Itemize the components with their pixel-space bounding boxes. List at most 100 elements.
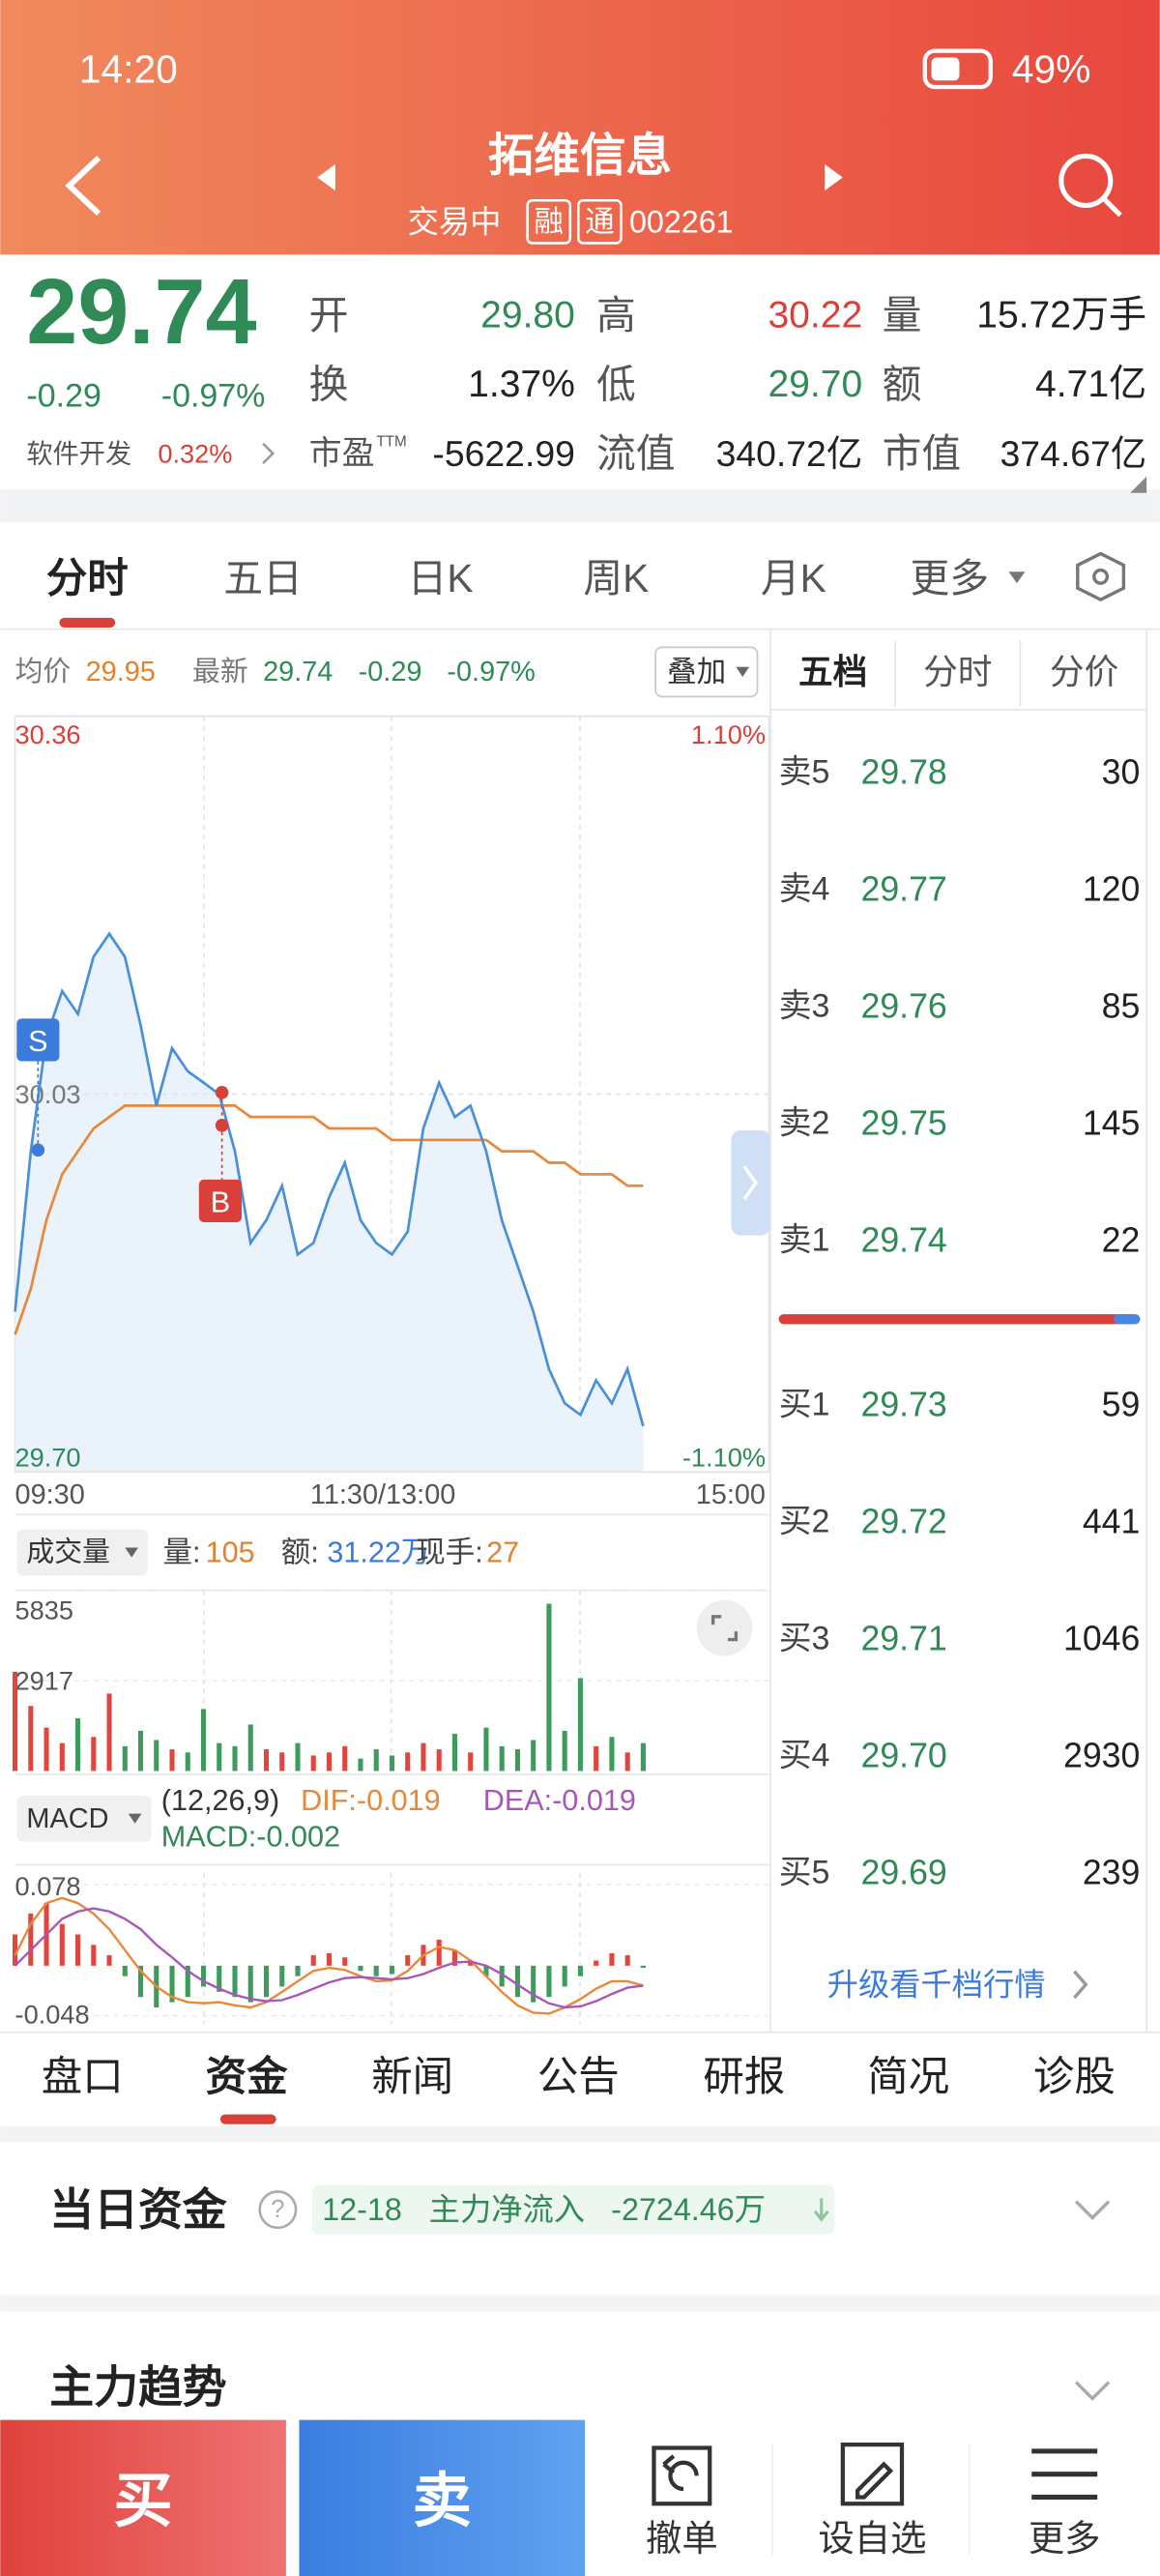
volume-bar bbox=[640, 1742, 646, 1771]
sector-change: 0.32% bbox=[158, 438, 232, 468]
side-handle[interactable] bbox=[731, 1129, 771, 1236]
volume-bar bbox=[531, 1740, 536, 1771]
chart-tab[interactable]: 分时 bbox=[46, 556, 129, 601]
overlay-label[interactable]: 叠加 bbox=[667, 656, 726, 688]
detail-tab[interactable]: 公告 bbox=[537, 2054, 620, 2099]
book-qty: 59 bbox=[1102, 1386, 1141, 1424]
book-level: 卖3 bbox=[779, 987, 830, 1024]
macd-bar bbox=[326, 1952, 333, 1966]
help-icon[interactable] bbox=[258, 2190, 298, 2230]
chart-tab[interactable]: 周K bbox=[583, 556, 649, 600]
book-qty: 1046 bbox=[1063, 1620, 1140, 1658]
latest-price: 29.74 bbox=[263, 657, 333, 688]
chevron bbox=[262, 442, 276, 465]
y2-tick-label: 1.10% bbox=[691, 719, 766, 749]
volume-bar bbox=[609, 1737, 615, 1771]
expand-icon bbox=[727, 1631, 739, 1642]
detail-tab[interactable]: 研报 bbox=[703, 2054, 785, 2099]
book-level: 买4 bbox=[779, 1738, 830, 1774]
chevron[interactable] bbox=[1074, 2381, 1111, 2401]
upgrade-link[interactable]: 升级看千档行情 bbox=[827, 1967, 1046, 2002]
book-tab[interactable]: 分时 bbox=[923, 653, 992, 691]
book-tab[interactable]: 分价 bbox=[1050, 653, 1118, 691]
macd-bar bbox=[389, 1965, 395, 1975]
indicator-selector[interactable] bbox=[16, 1795, 152, 1842]
detail-tab[interactable]: 盘口 bbox=[42, 2054, 124, 2099]
macd-bar bbox=[91, 1945, 97, 1966]
macd-bar bbox=[310, 1955, 316, 1966]
detail-tab[interactable]: 资金 bbox=[206, 2054, 288, 2099]
separator bbox=[0, 489, 1160, 523]
expand-button[interactable] bbox=[696, 1599, 753, 1656]
macd-bar bbox=[13, 1934, 18, 1966]
price-line bbox=[14, 931, 645, 1427]
chart-tab[interactable]: 五日 bbox=[223, 556, 303, 600]
settings-icon[interactable] bbox=[1076, 551, 1126, 602]
fund-pill bbox=[312, 2184, 835, 2235]
action-label[interactable]: 设自选 bbox=[818, 2518, 926, 2559]
trade-status: 交易中 bbox=[408, 204, 502, 239]
avg-label: 均价 bbox=[15, 657, 72, 688]
y-tick-label: 0.078 bbox=[15, 1871, 81, 1901]
book-level: 卖1 bbox=[779, 1221, 830, 1258]
action-label[interactable]: 更多 bbox=[1029, 2518, 1101, 2559]
search-button[interactable] bbox=[1058, 153, 1114, 208]
field-label: 额 bbox=[883, 363, 922, 407]
more-icon[interactable] bbox=[1031, 2448, 1098, 2500]
buy-label[interactable]: 买 bbox=[113, 2468, 172, 2533]
macd-bar bbox=[451, 1949, 458, 1966]
detail-tab[interactable]: 新闻 bbox=[371, 2054, 453, 2099]
book-tab[interactable]: 五档 bbox=[798, 653, 867, 691]
macd-bar bbox=[28, 1913, 34, 1966]
macd-value: MACD:-0.002 bbox=[161, 1820, 340, 1853]
stat-value: 27 bbox=[486, 1537, 519, 1569]
book-qty: 22 bbox=[1102, 1220, 1141, 1259]
x-tick-label: 09:30 bbox=[15, 1479, 85, 1510]
book-price: 29.70 bbox=[861, 1737, 947, 1775]
chevron[interactable] bbox=[1074, 2200, 1111, 2221]
field-value: 1.37% bbox=[468, 364, 575, 405]
price-area bbox=[14, 933, 644, 1473]
prev-stock[interactable] bbox=[317, 163, 335, 191]
detail-tab[interactable]: 诊股 bbox=[1033, 2054, 1116, 2099]
buy-button[interactable] bbox=[0, 2419, 286, 2576]
book-price: 29.77 bbox=[861, 869, 947, 908]
field-label-sup: TTM bbox=[376, 434, 406, 451]
macd-bar bbox=[514, 1965, 520, 1998]
separator bbox=[0, 2125, 1160, 2143]
book-price: 29.75 bbox=[861, 1103, 947, 1142]
chart-tab[interactable]: 月K bbox=[761, 556, 826, 600]
book-level: 卖2 bbox=[779, 1104, 830, 1141]
volume-bar bbox=[247, 1724, 253, 1771]
cancel-icon[interactable] bbox=[652, 2445, 712, 2506]
volume-selector[interactable] bbox=[16, 1529, 149, 1576]
battery-fill bbox=[931, 57, 960, 81]
sell-label[interactable]: 卖 bbox=[413, 2468, 472, 2533]
field-value: 30.22 bbox=[768, 295, 862, 337]
volume-label: 成交量 bbox=[26, 1537, 110, 1568]
field-label: 高 bbox=[596, 293, 636, 337]
chart-tab[interactable]: 更多 bbox=[911, 556, 990, 600]
sell-button[interactable] bbox=[299, 2419, 586, 2576]
marker-dot bbox=[31, 1143, 45, 1157]
macd-bar bbox=[594, 1960, 599, 1966]
volume-bar bbox=[562, 1730, 567, 1771]
book-qty: 145 bbox=[1083, 1103, 1141, 1142]
y-tick-label: 2917 bbox=[15, 1666, 73, 1696]
avg-line bbox=[14, 1104, 644, 1335]
macd-bar bbox=[137, 1965, 144, 1998]
latest-change: -0.29 bbox=[359, 657, 422, 688]
back-button[interactable] bbox=[65, 155, 102, 217]
watchlist-icon[interactable] bbox=[840, 2442, 905, 2506]
chart-tab[interactable]: 日K bbox=[408, 556, 474, 600]
next-stock[interactable] bbox=[825, 163, 843, 191]
action-label[interactable]: 撤单 bbox=[646, 2518, 718, 2559]
badge-box bbox=[526, 199, 572, 245]
macd-bar bbox=[640, 1965, 646, 1969]
book-level: 买5 bbox=[779, 1854, 830, 1890]
expand-icon bbox=[710, 1615, 722, 1625]
overlay-button[interactable] bbox=[654, 646, 759, 698]
detail-tab[interactable]: 简况 bbox=[867, 2054, 949, 2099]
